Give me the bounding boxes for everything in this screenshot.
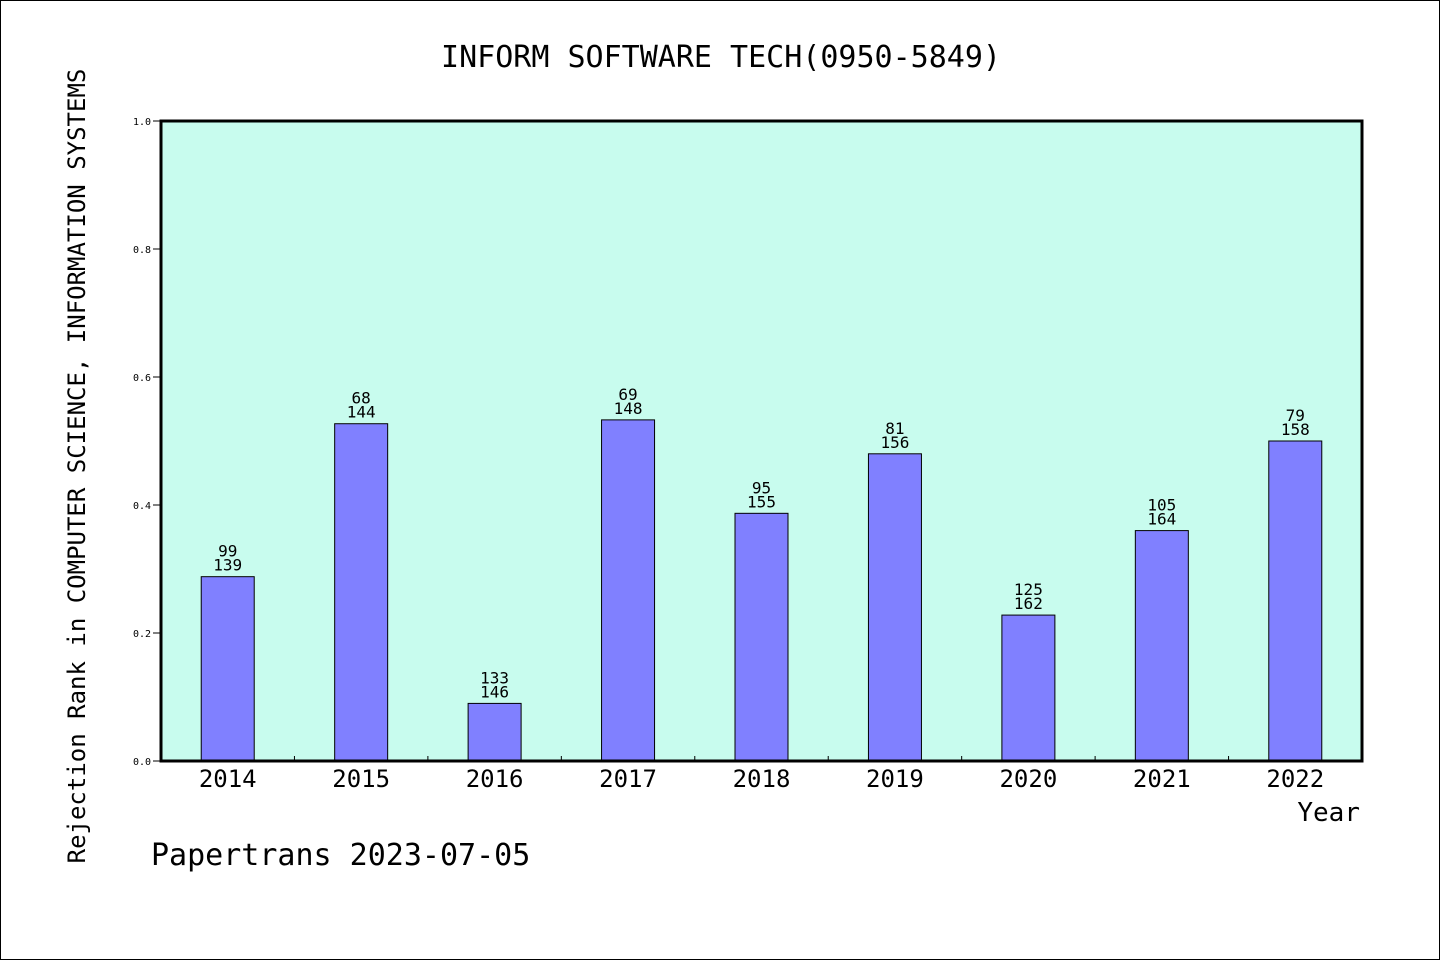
x-tick-label-2022: 2022 xyxy=(1266,765,1324,793)
bar-2014 xyxy=(200,576,255,762)
x-tick-label-2015: 2015 xyxy=(332,765,390,793)
x-axis-label: Year xyxy=(1297,798,1360,828)
bar-label-top-2018: 95 xyxy=(752,478,771,497)
bar-label-bottom-2014: 139 xyxy=(213,556,242,575)
plot-frame xyxy=(159,119,1364,763)
x-tick-label-2019: 2019 xyxy=(866,765,924,793)
x-tick-label-2014: 2014 xyxy=(199,765,257,793)
y-tick-label-0.4: 0.4 xyxy=(133,501,151,512)
x-tick-label-2020: 2020 xyxy=(999,765,1057,793)
x-tick-label-2016: 2016 xyxy=(466,765,524,793)
bar-2020 xyxy=(1001,614,1056,762)
chart-title: INFORM SOFTWARE TECH(0950-5849) xyxy=(441,40,1001,75)
bar-label-top-2017: 69 xyxy=(618,385,637,404)
bar-label-top-2019: 81 xyxy=(885,419,904,438)
y-tick-label-0.2: 0.2 xyxy=(133,629,151,640)
bar-2017 xyxy=(601,419,656,762)
bar-label-bottom-2018: 155 xyxy=(747,492,776,511)
bar-label-bottom-2015: 144 xyxy=(347,403,376,422)
y-tick-label-1.0: 1.0 xyxy=(133,117,151,128)
y-tick-label-0.8: 0.8 xyxy=(133,245,151,256)
bar-2022 xyxy=(1268,440,1323,762)
bar-label-bottom-2019: 156 xyxy=(880,433,909,452)
x-tick-label-2018: 2018 xyxy=(733,765,791,793)
bars-group xyxy=(200,419,1323,762)
bar-label-top-2020: 125 xyxy=(1014,580,1043,599)
bar-label-top-2016: 133 xyxy=(480,668,509,687)
x-tick-label-2017: 2017 xyxy=(599,765,657,793)
bar-label-top-2021: 105 xyxy=(1147,496,1176,515)
y-tick-label-0.6: 0.6 xyxy=(133,373,151,384)
x-axis-ticks: 2014 2015 2016 2017 2018 2019 2020 2021 2022 xyxy=(199,756,1324,793)
bar-label-bottom-2022: 158 xyxy=(1281,420,1310,439)
bar-label-top-2022: 79 xyxy=(1286,406,1305,425)
bar-2019 xyxy=(867,453,922,762)
y-axis-ticks: 0.0 0.2 0.4 0.6 0.8 1.0 xyxy=(133,117,161,768)
footer-credit: Papertrans 2023-07-05 xyxy=(151,838,530,873)
bar-label-bottom-2020: 162 xyxy=(1014,594,1043,613)
y-axis-label: Rejection Rank in COMPUTER SCIENCE, INFO… xyxy=(63,69,91,864)
bar-2015 xyxy=(334,423,389,762)
bar-label-top-2014: 99 xyxy=(218,542,237,561)
bar-2018 xyxy=(734,512,789,762)
bar-label-bottom-2021: 164 xyxy=(1147,510,1176,529)
bar-label-bottom-2017: 148 xyxy=(614,399,643,418)
y-tick-label-0.0: 0.0 xyxy=(133,757,151,768)
bar-label-top-2015: 68 xyxy=(352,389,371,408)
x-tick-label-2021: 2021 xyxy=(1133,765,1191,793)
bar-2021 xyxy=(1134,530,1189,762)
bar-label-bottom-2016: 146 xyxy=(480,682,509,701)
bar-2016 xyxy=(467,702,522,762)
